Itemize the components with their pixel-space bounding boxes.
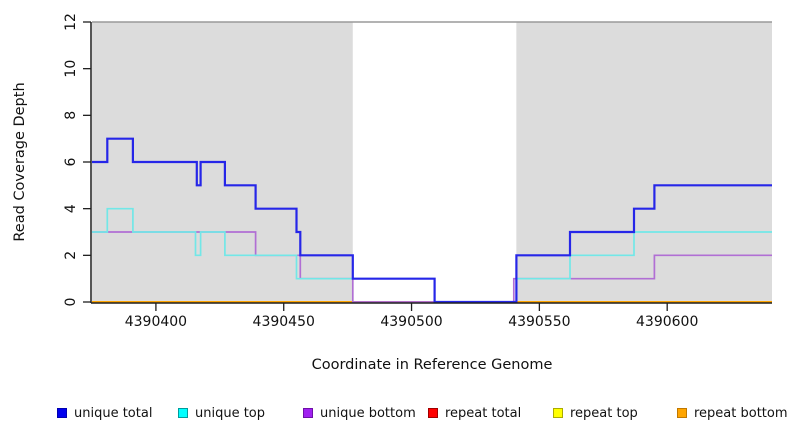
legend-swatch-unique-bottom — [303, 408, 313, 418]
legend-item-repeat-total: repeat total — [428, 404, 521, 422]
series-unique-top — [92, 207, 772, 303]
legend-item-unique-bottom: unique bottom — [303, 404, 416, 422]
series-unique-total — [92, 137, 772, 304]
legend-item-unique-top: unique top — [178, 404, 265, 422]
legend-label: repeat total — [445, 405, 522, 421]
legend-swatch-unique-total — [57, 408, 67, 418]
y-tick-label: 12 — [63, 13, 79, 31]
x-tick-label: 4390500 — [380, 314, 442, 330]
legend-label: unique bottom — [320, 405, 416, 421]
x-tick-label: 4390450 — [253, 314, 315, 330]
y-tick-label: 8 — [63, 111, 79, 120]
y-tick-label: 2 — [63, 251, 79, 260]
series-unique-bottom — [92, 231, 772, 303]
legend-item-repeat-bottom: repeat bottom — [677, 404, 788, 422]
legend-item-unique-total: unique total — [57, 404, 152, 422]
legend-label: unique total — [74, 405, 153, 421]
y-tick-label: 0 — [63, 298, 79, 307]
y-axis-title-text: Read Coverage Depth — [12, 82, 28, 242]
y-tick-label: 6 — [63, 157, 79, 166]
legend: unique total unique top unique bottom repea… — [0, 404, 792, 428]
legend-swatch-unique-top — [178, 408, 188, 418]
shaded-region — [516, 22, 772, 302]
legend-item-repeat-top: repeat top — [553, 404, 638, 422]
legend-swatch-repeat-top — [553, 408, 563, 418]
legend-label: repeat top — [570, 405, 638, 421]
y-tick-label: 4 — [63, 204, 79, 213]
legend-label: repeat bottom — [694, 405, 788, 421]
legend-label: unique top — [195, 405, 266, 421]
legend-swatch-repeat-bottom — [677, 408, 687, 418]
x-tick-label: 4390550 — [508, 314, 570, 330]
x-tick-label: 4390600 — [636, 314, 698, 330]
legend-swatch-repeat-total — [428, 408, 438, 418]
x-axis-title: Coordinate in Reference Genome — [311, 357, 553, 373]
y-tick-label: 10 — [63, 60, 79, 78]
x-tick-label: 4390400 — [125, 314, 187, 330]
